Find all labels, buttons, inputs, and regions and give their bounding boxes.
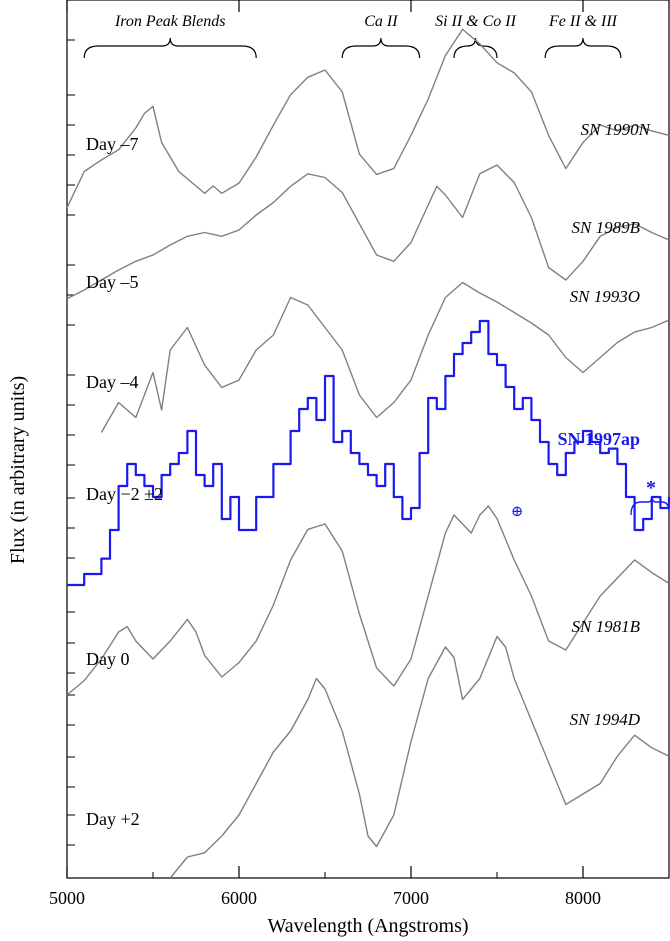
series-label-sn-1993o: SN 1993O xyxy=(570,287,640,306)
telluric-symbol: ⊕ xyxy=(511,504,524,520)
panel-tick-marks xyxy=(67,0,75,846)
day-label: Day −2 ±2 xyxy=(86,484,163,504)
series-label-sn-1990n: SN 1990N xyxy=(581,120,652,139)
day-label: Day +2 xyxy=(86,809,140,829)
series-line-sn-1994d xyxy=(169,635,670,879)
x-tick-label: 8000 xyxy=(565,888,601,908)
series-labels: SN 1990N SN 1989B SN 1993O SN 1997ap SN 1981… xyxy=(557,120,651,729)
series-label-sn-1989b: SN 1989B xyxy=(572,218,641,237)
day-label: Day –5 xyxy=(86,272,139,292)
asterisk-brace xyxy=(630,495,670,516)
asterisk-annotation: * xyxy=(646,477,656,499)
plot-frame xyxy=(66,0,670,879)
x-tick-label: 6000 xyxy=(221,888,257,908)
series-line-sn-1997ap xyxy=(67,319,670,587)
day-label: Day –7 xyxy=(86,134,139,154)
series-line-sn-1981b xyxy=(66,505,670,696)
day-labels: Day –7 Day –5 Day –4 Day −2 ±2 Day 0 Day +2 xyxy=(86,134,163,829)
series-line-sn-1993o xyxy=(100,281,670,433)
day-label: Day 0 xyxy=(86,649,130,669)
feature-labels: Iron Peak Blends Ca II Si II & Co II Fe II … xyxy=(83,13,622,59)
feature-label: Si II & Co II xyxy=(435,13,517,30)
series-label-sn-1997ap: SN 1997ap xyxy=(557,429,640,449)
x-tick-label: 5000 xyxy=(49,888,85,908)
feature-label: Fe II & III xyxy=(548,13,618,30)
x-tick-label: 7000 xyxy=(393,888,429,908)
spectra-series xyxy=(66,28,670,879)
series-label-sn-1981b: SN 1981B xyxy=(572,617,641,636)
feature-brace xyxy=(453,37,498,59)
x-axis-ticks: 5000 6000 7000 8000 xyxy=(49,0,601,908)
series-line-sn-1990n xyxy=(66,28,670,209)
x-axis-title: Wavelength (Angstroms) xyxy=(267,915,468,937)
y-axis-title: Flux (in arbitrary units) xyxy=(7,376,29,564)
feature-brace xyxy=(544,37,622,59)
day-label: Day –4 xyxy=(86,372,139,392)
feature-brace xyxy=(341,37,421,59)
feature-brace xyxy=(83,37,257,59)
feature-label: Ca II xyxy=(364,13,398,30)
feature-label: Iron Peak Blends xyxy=(114,13,225,30)
series-line-sn-1989b xyxy=(66,164,670,300)
series-label-sn-1994d: SN 1994D xyxy=(570,710,641,729)
annotations: ⊕* xyxy=(511,477,670,520)
